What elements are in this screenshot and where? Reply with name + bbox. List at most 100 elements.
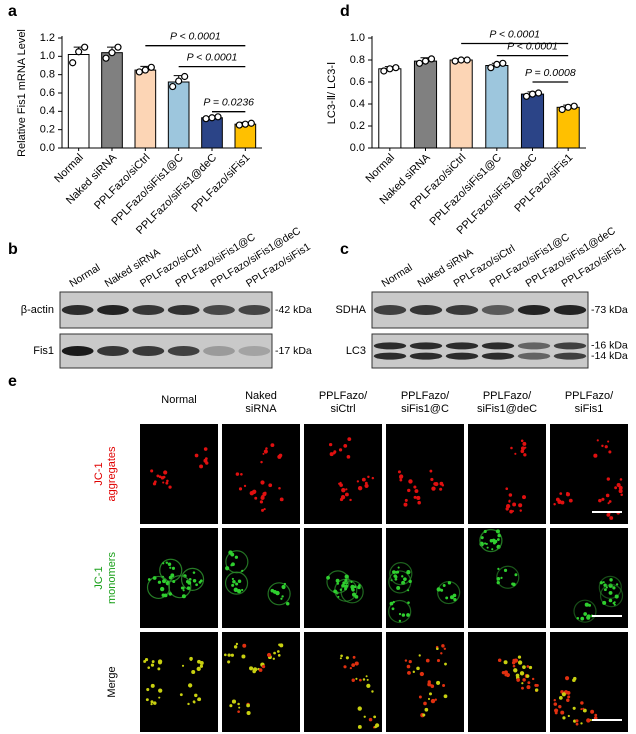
- signal-dot: [413, 485, 417, 489]
- panel-label: a: [8, 3, 17, 20]
- p-value: P < 0.0001: [489, 28, 540, 40]
- signal-dot: [391, 607, 395, 611]
- y-tick-label: 0.2: [40, 124, 55, 136]
- signal-dot: [612, 601, 615, 605]
- signal-dot: [163, 593, 168, 598]
- signal-dot: [486, 546, 489, 549]
- signal-dot: [417, 500, 421, 505]
- bar: [520, 93, 545, 149]
- data-point: [570, 102, 578, 110]
- signal-dot: [407, 601, 410, 604]
- signal-dot: [520, 449, 525, 454]
- signal-dot: [198, 580, 202, 584]
- panel-label: c: [340, 241, 349, 258]
- signal-dot: [586, 718, 591, 723]
- signal-dot: [356, 480, 360, 483]
- bar: [449, 59, 473, 149]
- cell-outline: [224, 571, 249, 595]
- signal-dot: [275, 590, 280, 596]
- panel-label: b: [8, 241, 18, 258]
- signal-dot: [436, 659, 441, 663]
- signal-dot: [147, 666, 151, 669]
- signal-dot: [425, 658, 430, 663]
- signal-dot: [231, 583, 235, 587]
- signal-dot: [339, 497, 344, 502]
- signal-dot: [337, 595, 340, 598]
- signal-dot: [188, 578, 192, 581]
- data-point: [135, 68, 143, 76]
- signal-dot: [344, 587, 348, 591]
- signal-dot: [444, 662, 447, 666]
- signal-dot: [612, 586, 616, 590]
- signal-dot: [436, 587, 441, 592]
- column-header: PPLFazo/: [401, 390, 450, 402]
- blot-band: [409, 352, 443, 360]
- data-point: [386, 65, 394, 73]
- signal-dot: [180, 586, 184, 590]
- signal-dot: [168, 592, 173, 596]
- signal-dot: [526, 665, 530, 668]
- signal-dot: [374, 725, 378, 729]
- column-header: PPLFazo/: [483, 390, 532, 402]
- micrograph: [386, 632, 464, 732]
- blot-band: [445, 342, 479, 350]
- signal-dot: [441, 644, 445, 648]
- data-point: [380, 67, 388, 75]
- cell-outline: [496, 565, 520, 589]
- signal-dot: [614, 594, 619, 599]
- y-tick-label: 0.0: [350, 142, 365, 154]
- signal-dot: [196, 666, 201, 672]
- signal-dot: [519, 509, 522, 512]
- data-point: [499, 59, 507, 67]
- row-label: aggregates: [106, 446, 118, 502]
- signal-dot: [143, 660, 147, 663]
- blot-band: [445, 305, 479, 315]
- signal-dot: [520, 439, 524, 443]
- micrograph: [304, 424, 382, 524]
- signal-dot: [371, 476, 375, 480]
- signal-dot: [241, 588, 244, 592]
- signal-dot: [341, 487, 346, 493]
- signal-dot: [601, 444, 604, 448]
- signal-dot: [483, 542, 487, 545]
- signal-dot: [150, 703, 153, 706]
- signal-dot: [510, 446, 513, 450]
- data-point: [81, 43, 89, 51]
- signal-dot: [260, 495, 265, 500]
- signal-dot: [427, 697, 431, 700]
- signal-dot: [616, 482, 621, 488]
- signal-dot: [608, 598, 613, 603]
- signal-dot: [352, 655, 356, 659]
- signal-dot: [580, 708, 583, 711]
- signal-dot: [614, 486, 618, 490]
- data-point: [102, 54, 110, 62]
- signal-dot: [354, 661, 359, 666]
- signal-dot: [251, 490, 256, 495]
- signal-dot: [439, 487, 443, 491]
- signal-dot: [280, 597, 283, 600]
- data-point: [463, 56, 471, 64]
- y-tick-label: 0.2: [350, 120, 365, 132]
- signal-dot: [190, 658, 193, 662]
- signal-dot: [181, 594, 186, 599]
- signal-dot: [554, 708, 559, 713]
- signal-dot: [266, 652, 272, 658]
- signal-dot: [227, 660, 231, 664]
- signal-dot: [430, 477, 434, 482]
- signal-dot: [407, 670, 411, 675]
- signal-dot: [599, 581, 603, 585]
- blot-band: [373, 342, 407, 350]
- signal-dot: [234, 555, 239, 559]
- signal-dot: [422, 713, 426, 717]
- row-label: JC-1: [93, 462, 105, 485]
- signal-dot: [268, 483, 273, 488]
- signal-dot: [449, 595, 454, 600]
- signal-dot: [259, 500, 264, 504]
- signal-dot: [408, 579, 412, 584]
- signal-dot: [157, 660, 163, 665]
- signal-dot: [573, 719, 577, 723]
- signal-dot: [497, 533, 501, 538]
- molecular-weight: -73 kDa: [591, 304, 628, 316]
- micrograph: [550, 632, 628, 732]
- signal-dot: [392, 600, 395, 604]
